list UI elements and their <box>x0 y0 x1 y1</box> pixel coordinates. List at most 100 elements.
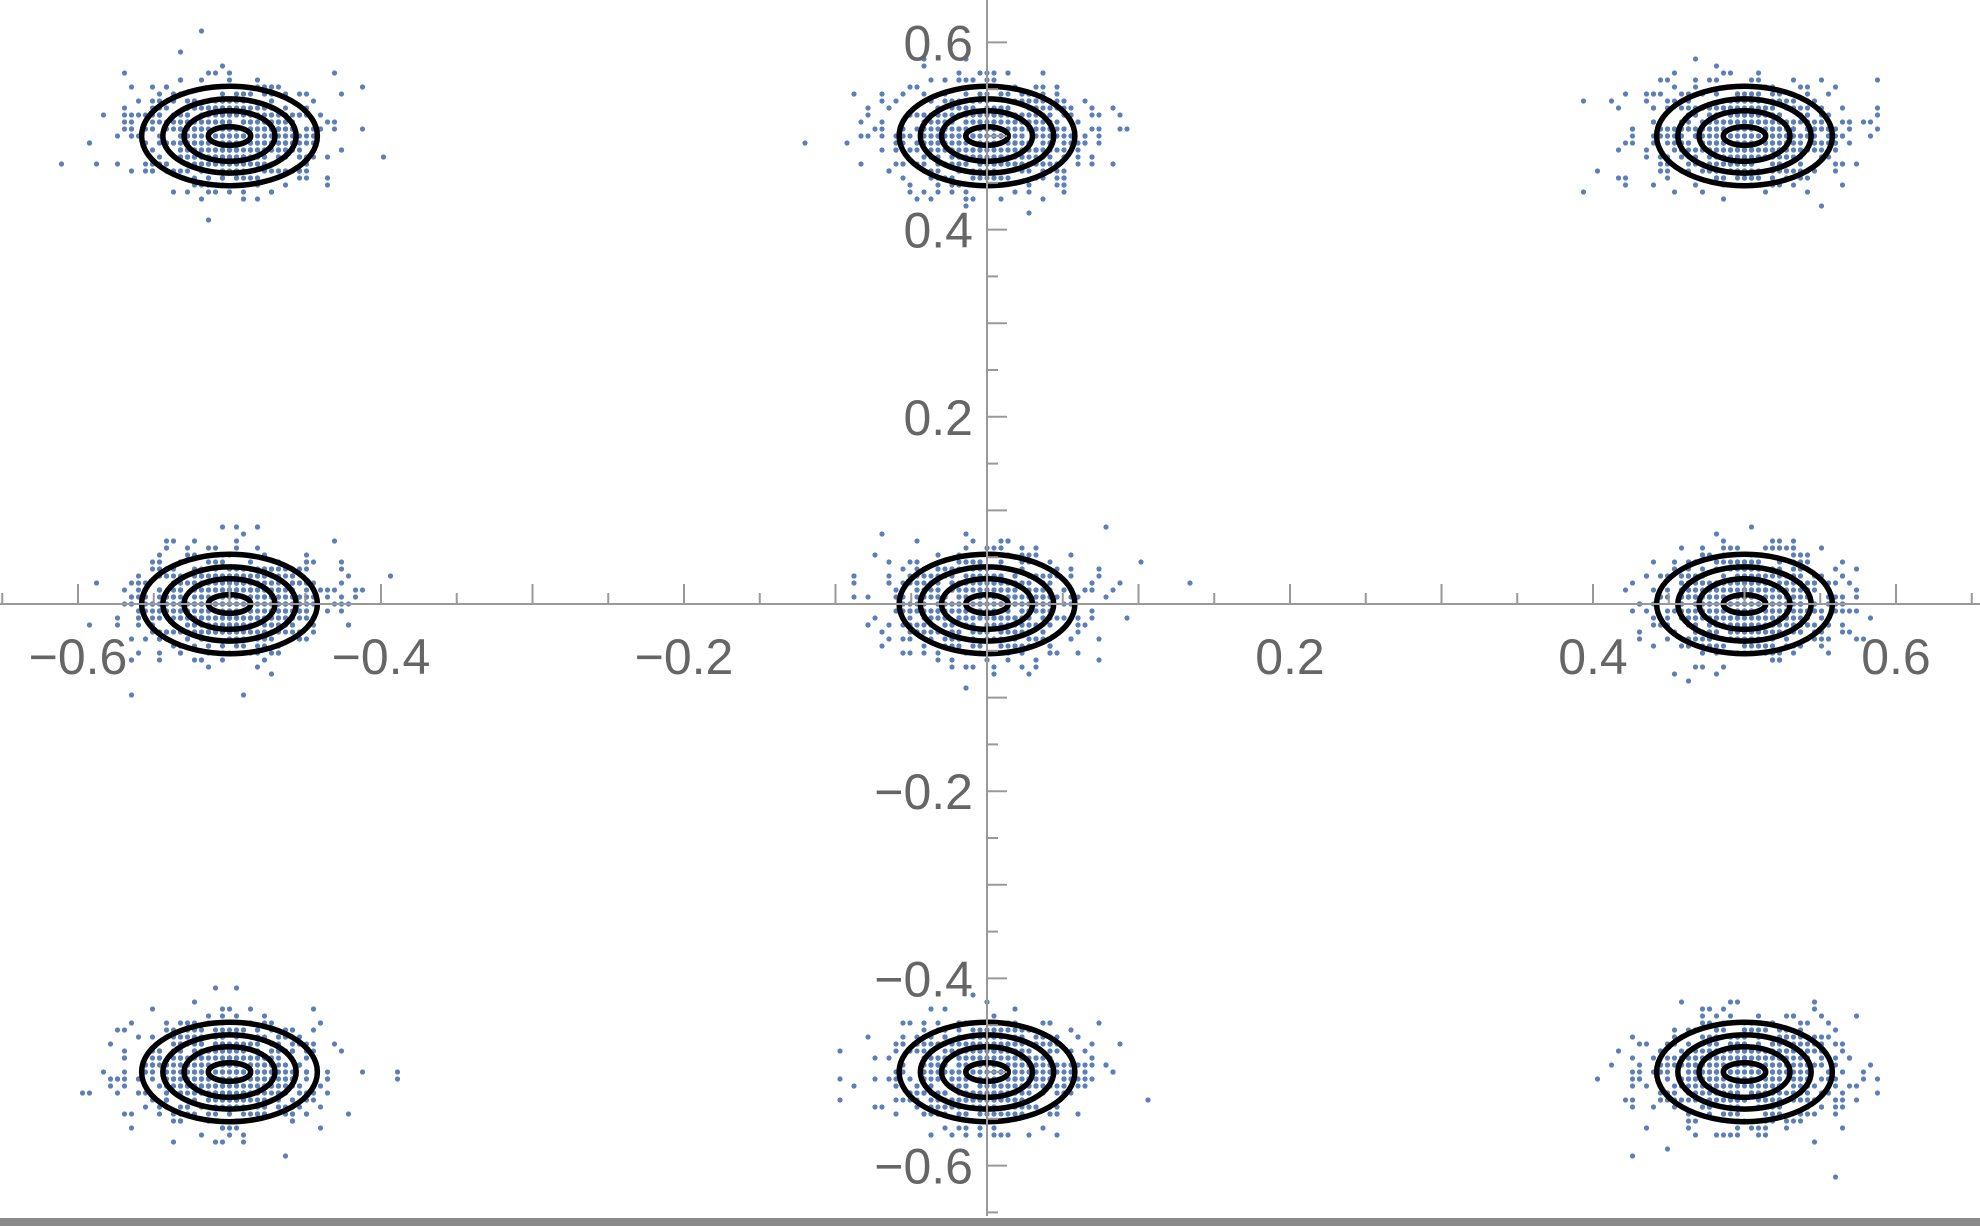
scatter-point <box>226 154 233 160</box>
scatter-point <box>1762 643 1769 649</box>
scatter-point <box>1033 552 1039 558</box>
scatter-point <box>1664 175 1671 181</box>
scatter-point <box>114 1076 121 1082</box>
scatter-point <box>338 580 345 586</box>
scatter-point <box>128 657 135 663</box>
scatter-point <box>1580 189 1587 195</box>
scatter-point <box>219 1055 226 1061</box>
scatter-point <box>275 84 282 90</box>
scatter-point <box>1706 594 1713 600</box>
scatter-point <box>921 91 927 97</box>
scatter-point <box>212 985 219 991</box>
scatter-point <box>1664 98 1671 104</box>
scatter-point <box>886 580 892 586</box>
scatter-point <box>1825 650 1832 656</box>
scatter-point <box>956 629 962 635</box>
scatter-point <box>970 615 976 621</box>
scatter-point <box>914 587 920 593</box>
scatter-point <box>802 140 808 146</box>
scatter-point <box>317 587 324 593</box>
scatter-point <box>247 161 254 167</box>
scatter-point <box>156 154 163 160</box>
scatter-point <box>1082 98 1088 104</box>
scatter-point <box>254 1111 261 1117</box>
scatter-point <box>317 1083 324 1089</box>
scatter-point <box>858 133 864 139</box>
scatter-point <box>1664 587 1671 593</box>
scatter-point <box>156 657 163 663</box>
scatter-point <box>1685 678 1692 684</box>
scatter-point <box>303 126 310 132</box>
scatter-point <box>1811 587 1818 593</box>
scatter-point <box>1075 161 1081 167</box>
scatter-point <box>1776 657 1783 663</box>
scatter-point <box>233 615 240 621</box>
scatter-point <box>1734 91 1741 97</box>
scatter-point <box>1748 91 1755 97</box>
scatter-point <box>135 98 142 104</box>
scatter-point <box>205 217 212 223</box>
scatter-point <box>212 1139 219 1145</box>
scatter-point <box>1096 636 1102 642</box>
scatter-point <box>212 189 219 195</box>
scatter-point <box>1019 140 1025 146</box>
scatter-point <box>303 91 310 97</box>
scatter-point <box>1608 98 1615 104</box>
scatter-point <box>310 98 317 104</box>
scatter-point <box>331 587 338 593</box>
scatter-point <box>1005 657 1011 663</box>
scatter-point <box>1075 650 1081 656</box>
scatter-point <box>1804 112 1811 118</box>
scatter-point <box>1713 643 1720 649</box>
scatter-point <box>205 70 212 76</box>
scatter-point <box>928 126 934 132</box>
scatter-point <box>1762 615 1769 621</box>
scatter-point <box>191 999 198 1005</box>
scatter-point <box>1012 126 1018 132</box>
scatter-point <box>394 1069 401 1075</box>
scatter-point <box>935 615 941 621</box>
scatter-point <box>1839 105 1846 111</box>
scatter-point <box>998 615 1004 621</box>
scatter-point <box>1692 147 1699 153</box>
scatter-point <box>1748 175 1755 181</box>
scatter-point <box>247 1097 254 1103</box>
scatter-point <box>1755 643 1762 649</box>
scatter-point <box>1755 587 1762 593</box>
scatter-point <box>219 1069 226 1075</box>
scatter-point <box>261 126 268 132</box>
scatter-point <box>879 133 885 139</box>
scatter-point <box>1594 168 1601 174</box>
scatter-point <box>963 77 969 83</box>
scatter-point <box>1026 112 1032 118</box>
scatter-point <box>240 531 247 537</box>
scatter-point <box>310 629 317 635</box>
scatter-point <box>254 147 261 153</box>
scatter-point <box>303 1069 310 1075</box>
scatter-point <box>149 119 156 125</box>
scatter-point <box>310 1027 317 1033</box>
scatter-point <box>289 1027 296 1033</box>
scatter-point <box>394 1076 401 1082</box>
scatter-point <box>1790 126 1797 132</box>
scatter-point <box>170 189 177 195</box>
scatter-point <box>226 1006 233 1012</box>
scatter-point <box>191 1069 198 1075</box>
scatter-point <box>310 559 317 565</box>
scatter-point <box>921 154 927 160</box>
scatter-point <box>128 580 135 586</box>
scatter-point <box>191 608 198 614</box>
scatter-point <box>1769 587 1776 593</box>
scatter-point <box>1804 552 1811 558</box>
scatter-point <box>1061 182 1067 188</box>
scatter-point <box>254 594 261 600</box>
scatter-point <box>156 1048 163 1054</box>
scatter-point <box>170 594 177 600</box>
scatter-point <box>998 1132 1004 1138</box>
scatter-point <box>128 84 135 90</box>
scatter-point <box>156 91 163 97</box>
scatter-point <box>184 636 191 642</box>
scatter-point <box>114 161 121 167</box>
scatter-point <box>1755 175 1762 181</box>
scatter-point <box>1012 594 1018 600</box>
